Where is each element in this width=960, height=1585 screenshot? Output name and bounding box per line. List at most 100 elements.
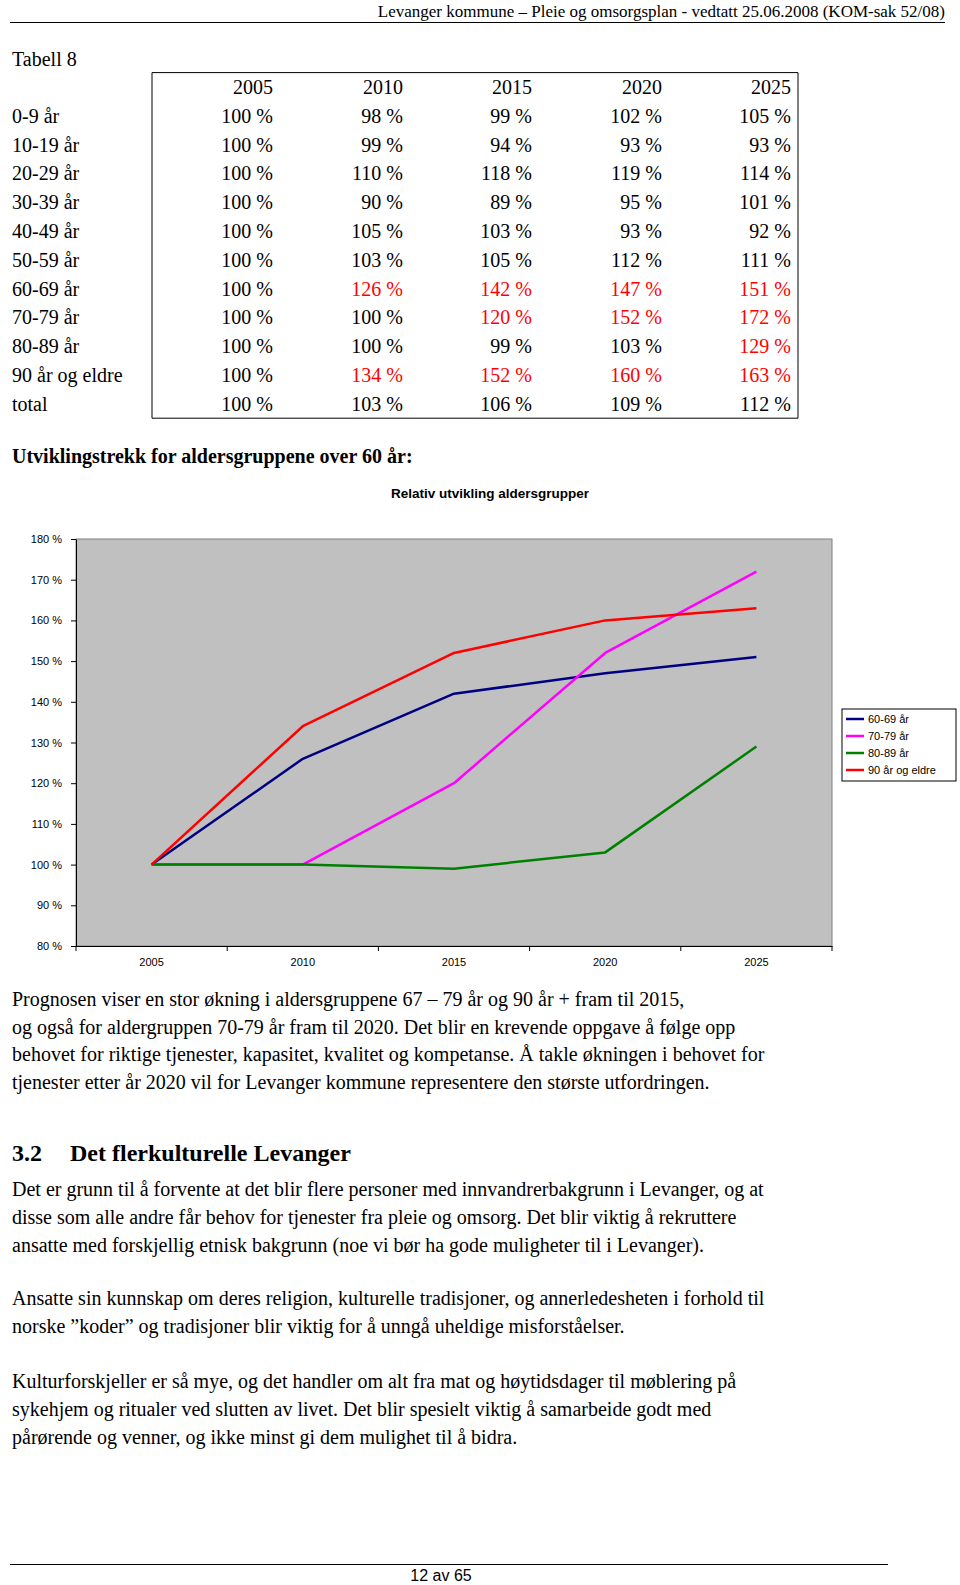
table-cell: 92 % (749, 220, 791, 242)
table-cell: 129 % (739, 335, 791, 357)
paragraph-line: norske ”koder” og tradisjoner blir vikti… (12, 1315, 625, 1338)
table-cell: 101 % (739, 191, 791, 213)
table-cell: 152 % (480, 364, 532, 386)
y-tick-label: 150 % (31, 655, 62, 667)
x-tick: 2010 (291, 946, 315, 968)
table-cell: 109 % (610, 393, 662, 415)
paragraph-line: tjenester etter år 2020 vil for Levanger… (12, 1071, 710, 1094)
legend-label: 60-69 år (868, 713, 909, 725)
y-tick-label: 120 % (31, 777, 62, 789)
table-cell: 93 % (620, 220, 662, 242)
y-tick-label: 80 % (37, 940, 62, 952)
column-header: 2020 (622, 76, 662, 98)
table-cell: 142 % (480, 278, 532, 300)
x-boundary-tick (227, 946, 228, 951)
table: Tabell 8200520102015202020250-9 år100 %9… (12, 48, 798, 418)
row-label: 50-59 år (12, 249, 80, 271)
paragraph-line: behovet for riktige tjenester, kapasitet… (12, 1043, 765, 1066)
table-border (152, 73, 153, 419)
table-cell: 100 % (221, 393, 273, 415)
x-boundary-tick (832, 946, 833, 951)
section-number: 3.2 (12, 1140, 42, 1166)
y-tick: 150 % (31, 655, 76, 667)
y-tick-mark (71, 905, 76, 906)
column-header: 2025 (751, 76, 791, 98)
y-tick: 120 % (31, 777, 76, 789)
table-cell: 105 % (351, 220, 403, 242)
column-header: 2005 (233, 76, 273, 98)
y-tick: 100 % (31, 859, 76, 871)
y-tick-label: 180 % (31, 533, 62, 545)
legend-swatch (846, 735, 864, 738)
paragraph-line: Det er grunn til å forvente at det blir … (12, 1178, 764, 1201)
x-tick: 2025 (744, 946, 768, 968)
table-cell: 111 % (741, 249, 791, 271)
table-cell: 99 % (361, 134, 403, 156)
x-tick: 2020 (593, 946, 617, 968)
table-cell: 89 % (490, 191, 532, 213)
table-cell: 152 % (610, 306, 662, 328)
table-cell: 100 % (221, 364, 273, 386)
x-boundary-tick (529, 946, 530, 951)
table-caption: Tabell 8 (12, 48, 77, 70)
table-cell: 102 % (610, 105, 662, 127)
x-tick-label: 2015 (442, 956, 466, 968)
table-cell: 99 % (490, 335, 532, 357)
y-tick-mark (71, 824, 76, 825)
x-tick-label: 2025 (744, 956, 768, 968)
table-cell: 100 % (351, 306, 403, 328)
y-tick-mark (71, 783, 76, 784)
paragraph-line: pårørende og venner, og ikke minst gi de… (12, 1426, 517, 1449)
table-cell: 103 % (610, 335, 662, 357)
y-axis-line (76, 540, 77, 947)
table-cell: 163 % (739, 364, 791, 386)
y-tick-label: 130 % (31, 737, 62, 749)
table-cell: 100 % (221, 278, 273, 300)
legend-label: 80-89 år (868, 747, 909, 759)
table-cell: 126 % (351, 278, 403, 300)
table-border (798, 73, 799, 419)
paragraph-line: Kulturforskjeller er så mye, og det hand… (12, 1370, 736, 1393)
table-cell: 100 % (221, 105, 273, 127)
table-cell: 100 % (221, 220, 273, 242)
legend-label: 90 år og eldre (868, 764, 936, 776)
y-tick-mark (71, 661, 76, 662)
series-line (152, 572, 757, 865)
y-tick: 80 % (37, 940, 76, 952)
legend-swatch (846, 769, 864, 772)
table-cell: 106 % (480, 393, 532, 415)
page-number: 12 av 65 (410, 1567, 471, 1584)
series-line (152, 657, 757, 865)
table-cell: 100 % (221, 162, 273, 184)
legend: 60-69 år 70-79 år 80-89 år 90 år og eldre (842, 709, 956, 781)
table-cell: 114 % (740, 162, 791, 184)
y-tick-mark (71, 620, 76, 621)
table-cell: 120 % (480, 306, 532, 328)
row-label: 40-49 år (12, 220, 80, 242)
y-tick: 160 % (31, 614, 76, 626)
row-label: 20-29 år (12, 162, 80, 184)
table-cell: 100 % (221, 306, 273, 328)
y-tick: 180 % (31, 533, 76, 545)
y-tick-mark (71, 946, 76, 947)
legend-label: 70-79 år (868, 730, 909, 742)
page-header: Levanger kommune – Pleie og omsorgsplan … (378, 2, 945, 21)
legend-box (842, 709, 956, 781)
row-label: 0-9 år (12, 105, 60, 127)
row-label: 10-19 år (12, 134, 80, 156)
y-tick: 130 % (31, 737, 76, 749)
section-heading: Utviklingstrekk for aldersgruppene over … (12, 445, 413, 468)
legend-swatch (846, 752, 864, 755)
y-tick: 110 % (32, 818, 76, 830)
y-tick-mark (71, 702, 76, 703)
table-cell: 110 % (352, 162, 403, 184)
plot-area (76, 539, 832, 946)
section-title: Det flerkulturelle Levanger (70, 1140, 351, 1166)
column-header: 2010 (363, 76, 403, 98)
table-cell: 151 % (739, 278, 791, 300)
x-tick-label: 2005 (139, 956, 163, 968)
table-cell: 98 % (361, 105, 403, 127)
y-tick: 170 % (31, 574, 76, 586)
table-cell: 95 % (620, 191, 662, 213)
y-tick-label: 160 % (31, 614, 62, 626)
